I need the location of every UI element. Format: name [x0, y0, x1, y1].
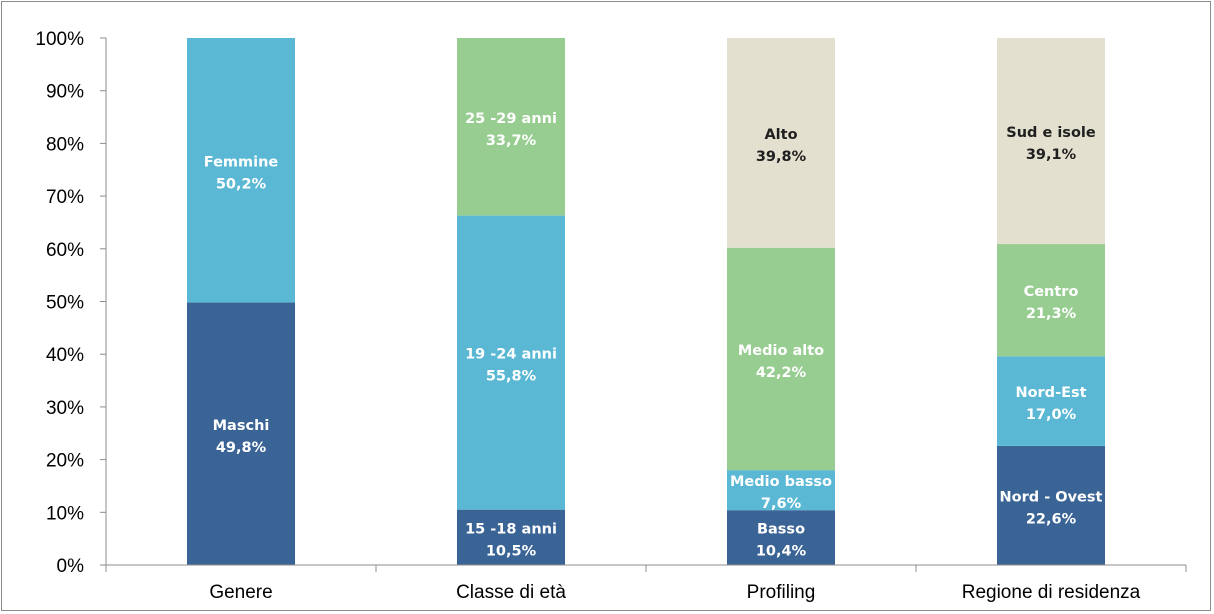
bar-segment-profiling-alto: [727, 38, 835, 248]
y-tick-label: 10%: [46, 503, 84, 524]
data-label-name: Medio alto: [738, 343, 824, 359]
bar-segment-regione-di-residenza-nord-est: [997, 356, 1105, 446]
bar-segment-classe-di-eta-15-18-anni: [457, 509, 565, 565]
data-label-value: 7,6%: [761, 496, 802, 512]
data-label-name: 25 -29 anni: [465, 111, 557, 127]
bar-segment-regione-di-residenza-centro: [997, 244, 1105, 357]
bar-segment-profiling-medio-basso: [727, 470, 835, 511]
x-category-label-genere: Genere: [209, 582, 272, 603]
data-label-name: Centro: [1024, 284, 1079, 300]
bar-segment-genere-femmine: [187, 38, 295, 303]
bar-segment-classe-di-eta-19-24-anni: [457, 215, 565, 510]
y-tick-label: 100%: [35, 29, 84, 50]
bar-segment-classe-di-eta-25-29-anni: [457, 38, 565, 216]
bar-segment-regione-di-residenza-nord-ovest: [997, 445, 1105, 565]
bar-segment-profiling-medio-alto: [727, 247, 835, 471]
data-label-name: 15 -18 anni: [465, 521, 557, 537]
y-tick-label: 50%: [46, 293, 84, 314]
data-labels: Maschi 49,8% Femmine 50,2% 15 -18 anni 10,5% 1…: [204, 111, 1103, 560]
x-category-label-classe-di-eta: Classe di età: [456, 582, 566, 603]
data-label-value: 39,8%: [756, 149, 807, 165]
x-category-label-regione-di-residenza: Regione di residenza: [962, 582, 1141, 603]
data-label-value: 49,8%: [216, 440, 267, 456]
y-tick-label: 60%: [46, 240, 84, 261]
y-tick-label: 20%: [46, 451, 84, 472]
data-label-value: 42,2%: [756, 365, 807, 381]
y-tick-label: 90%: [46, 82, 84, 103]
data-label-name: 19 -24 anni: [465, 347, 557, 363]
y-tick-label: 30%: [46, 398, 84, 419]
data-label-value: 50,2%: [216, 176, 267, 192]
axes: 0% 10% 20% 30% 40% 50% 60% 70% 80% 90% 100% Genere C…: [35, 29, 1187, 603]
data-label-value: 39,1%: [1026, 147, 1077, 163]
bar-segment-genere-maschi: [187, 302, 295, 565]
y-tick-label: 40%: [46, 345, 84, 366]
bars-layer: [187, 38, 1105, 565]
y-tick-label: 70%: [46, 187, 84, 208]
data-label-name: Maschi: [213, 418, 270, 434]
y-tick-label: 80%: [46, 134, 84, 155]
y-tick-label: 0%: [57, 556, 85, 577]
data-label-value: 55,8%: [486, 369, 537, 385]
bar-segment-regione-di-residenza-sud-e-isole: [997, 38, 1105, 245]
data-label-value: 21,3%: [1026, 306, 1077, 322]
data-label-value: 17,0%: [1026, 407, 1077, 423]
data-label-name: Sud e isole: [1006, 125, 1096, 141]
data-label-value: 10,5%: [486, 543, 537, 559]
data-label-name: Basso: [757, 522, 805, 538]
data-label-value: 33,7%: [486, 133, 537, 149]
bar-segment-profiling-basso: [727, 510, 835, 565]
x-category-label-profiling: Profiling: [747, 582, 816, 603]
data-label-name: Nord-Est: [1015, 385, 1086, 401]
data-label-value: 10,4%: [756, 544, 807, 560]
data-label-name: Medio basso: [730, 474, 832, 490]
data-label-name: Femmine: [204, 154, 279, 170]
data-label-value: 22,6%: [1026, 511, 1077, 527]
data-label-name: Alto: [764, 127, 797, 143]
data-label-name: Nord - Ovest: [1000, 489, 1103, 505]
